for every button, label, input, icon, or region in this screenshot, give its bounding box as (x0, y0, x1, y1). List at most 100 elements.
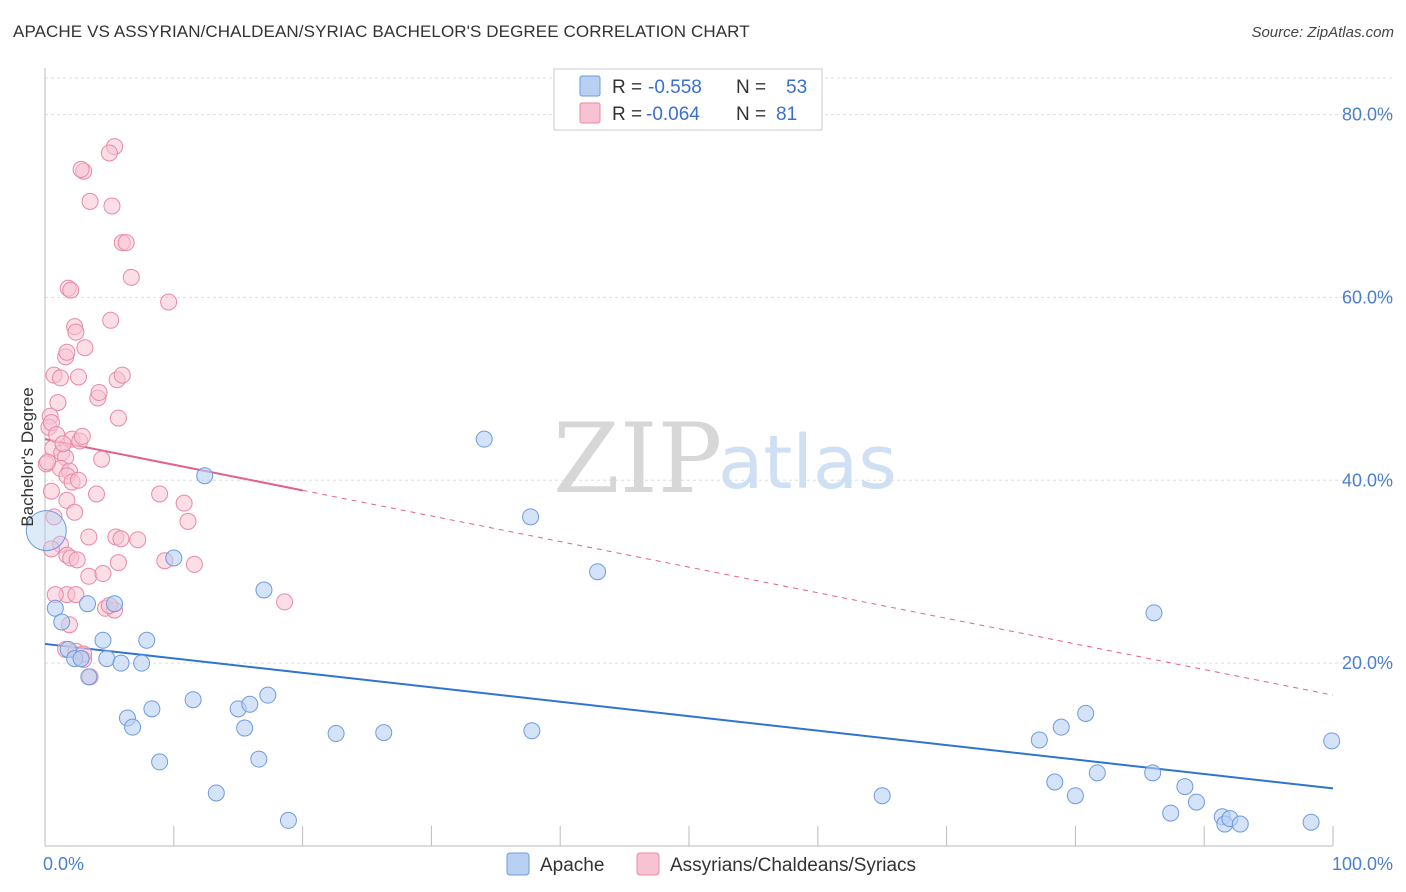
point-apache-31 (475, 430, 493, 448)
point-assyrian-50 (80, 528, 98, 546)
point-apache-51 (1302, 813, 1320, 831)
legend: R = -0.558 N = 53 R = -0.064 N = 81 (553, 68, 823, 131)
y-tick-label-40: 40.0% (1342, 470, 1393, 490)
legend-r-value-apache: -0.558 (648, 77, 702, 98)
point-assyrian-58 (68, 551, 86, 569)
watermark: ZIP atlas (553, 403, 897, 515)
point-apache-43 (1144, 764, 1162, 782)
point-assyrian-44 (88, 485, 106, 503)
legend-r-label-apache: R = (612, 77, 642, 98)
point-apache-9 (98, 650, 116, 668)
point-assyrian-4 (81, 192, 99, 210)
point-apache-36 (1030, 731, 1048, 749)
point-apache-18 (165, 549, 183, 567)
point-assyrian-11 (160, 293, 178, 311)
bottom-legend-label-assyrian: Assyrians/Chaldeans/Syriacs (670, 855, 916, 876)
point-apache-7 (79, 595, 97, 613)
point-apache-24 (241, 695, 259, 713)
point-apache-21 (207, 784, 225, 802)
legend-swatch-apache (579, 75, 601, 97)
x-tick-label-100: 100.0% (1332, 854, 1393, 874)
point-apache-40 (1077, 704, 1095, 722)
point-assyrian-49 (179, 512, 197, 530)
watermark-zip: ZIP (553, 403, 722, 515)
point-assyrian-62 (80, 567, 98, 585)
point-apache-28 (279, 811, 297, 829)
point-apache-5 (72, 650, 90, 668)
point-apache-10 (106, 595, 124, 613)
tick-labels: 20.0% 40.0% 60.0% 80.0% 0.0% 100.0% (43, 105, 1393, 874)
point-assyrian-7 (117, 234, 135, 252)
trend-line-apache (44, 642, 1334, 790)
legend-n-label-assyrian: N = (736, 104, 766, 125)
point-apache-17 (151, 753, 169, 771)
point-apache-15 (138, 631, 156, 649)
point-assyrian-67 (276, 593, 294, 611)
point-apache-52 (1323, 732, 1341, 750)
point-apache-50 (1231, 815, 1249, 833)
point-assyrian-12 (102, 311, 120, 329)
point-apache-6 (80, 668, 98, 686)
grid-lines (45, 77, 1393, 664)
point-assyrian-19 (51, 369, 69, 387)
point-apache-30 (375, 724, 393, 742)
point-assyrian-53 (129, 531, 147, 549)
point-assyrian-63 (94, 565, 112, 583)
point-assyrian-77 (39, 453, 57, 471)
source-credit: Source: ZipAtlas.com (1251, 24, 1394, 41)
legend-n-value-apache: 53 (786, 77, 807, 98)
y-tick-label-60: 60.0% (1342, 287, 1393, 307)
point-assyrian-65 (67, 586, 85, 604)
point-apache-45 (1176, 778, 1194, 796)
point-assyrian-55 (42, 540, 60, 558)
bottom-legend-swatch-apache (506, 852, 530, 876)
legend-n-label-apache: N = (736, 77, 766, 98)
point-assyrian-42 (42, 482, 60, 500)
point-apache-11 (112, 654, 130, 672)
point-apache-19 (184, 691, 202, 709)
point-assyrian-35 (93, 450, 111, 468)
point-apache-26 (255, 581, 273, 599)
point-assyrian-43 (58, 491, 76, 509)
y-tick-label-20: 20.0% (1342, 653, 1393, 673)
point-assyrian-14 (67, 323, 85, 341)
point-assyrian-47 (45, 508, 63, 526)
point-apache-38 (1052, 718, 1070, 736)
point-assyrian-24 (90, 384, 108, 402)
point-apache-46 (1187, 793, 1205, 811)
point-assyrian-60 (109, 554, 127, 572)
legend-n-value-assyrian: 81 (776, 104, 797, 125)
point-assyrian-79 (54, 435, 72, 453)
point-apache-35 (873, 787, 891, 805)
point-assyrian-45 (151, 485, 169, 503)
point-assyrian-1 (100, 144, 118, 162)
point-apache-41 (1088, 764, 1106, 782)
point-assyrian-52 (112, 530, 130, 548)
point-assyrian-17 (58, 343, 76, 361)
point-apache-23 (236, 719, 254, 737)
point-assyrian-41 (69, 471, 87, 489)
legend-r-label-assyrian: R = (612, 104, 642, 125)
y-axis-label: Bachelor's Degree (18, 387, 37, 526)
x-tick-label-0: 0.0% (43, 854, 84, 874)
point-apache-29 (327, 725, 345, 743)
point-assyrian-10 (62, 281, 80, 299)
point-apache-14 (133, 654, 151, 672)
chart-title: APACHE VS ASSYRIAN/CHALDEAN/SYRIAC BACHE… (13, 22, 750, 41)
trend-line-assyrian-dashed (302, 489, 1334, 696)
point-apache-34 (589, 563, 607, 581)
series-assyrian-points (37, 138, 294, 686)
trend-lines (44, 438, 1334, 790)
point-apache-13 (124, 718, 142, 736)
point-apache-25 (250, 750, 268, 768)
bottom-legend-label-apache: Apache (540, 855, 604, 876)
point-apache-0 (25, 510, 67, 552)
point-apache-20 (196, 467, 214, 485)
point-apache-39 (1066, 787, 1084, 805)
point-apache-27 (259, 686, 277, 704)
point-assyrian-8 (122, 268, 140, 286)
point-assyrian-27 (109, 409, 127, 427)
point-apache-42 (1145, 604, 1163, 622)
point-apache-2 (53, 613, 71, 631)
